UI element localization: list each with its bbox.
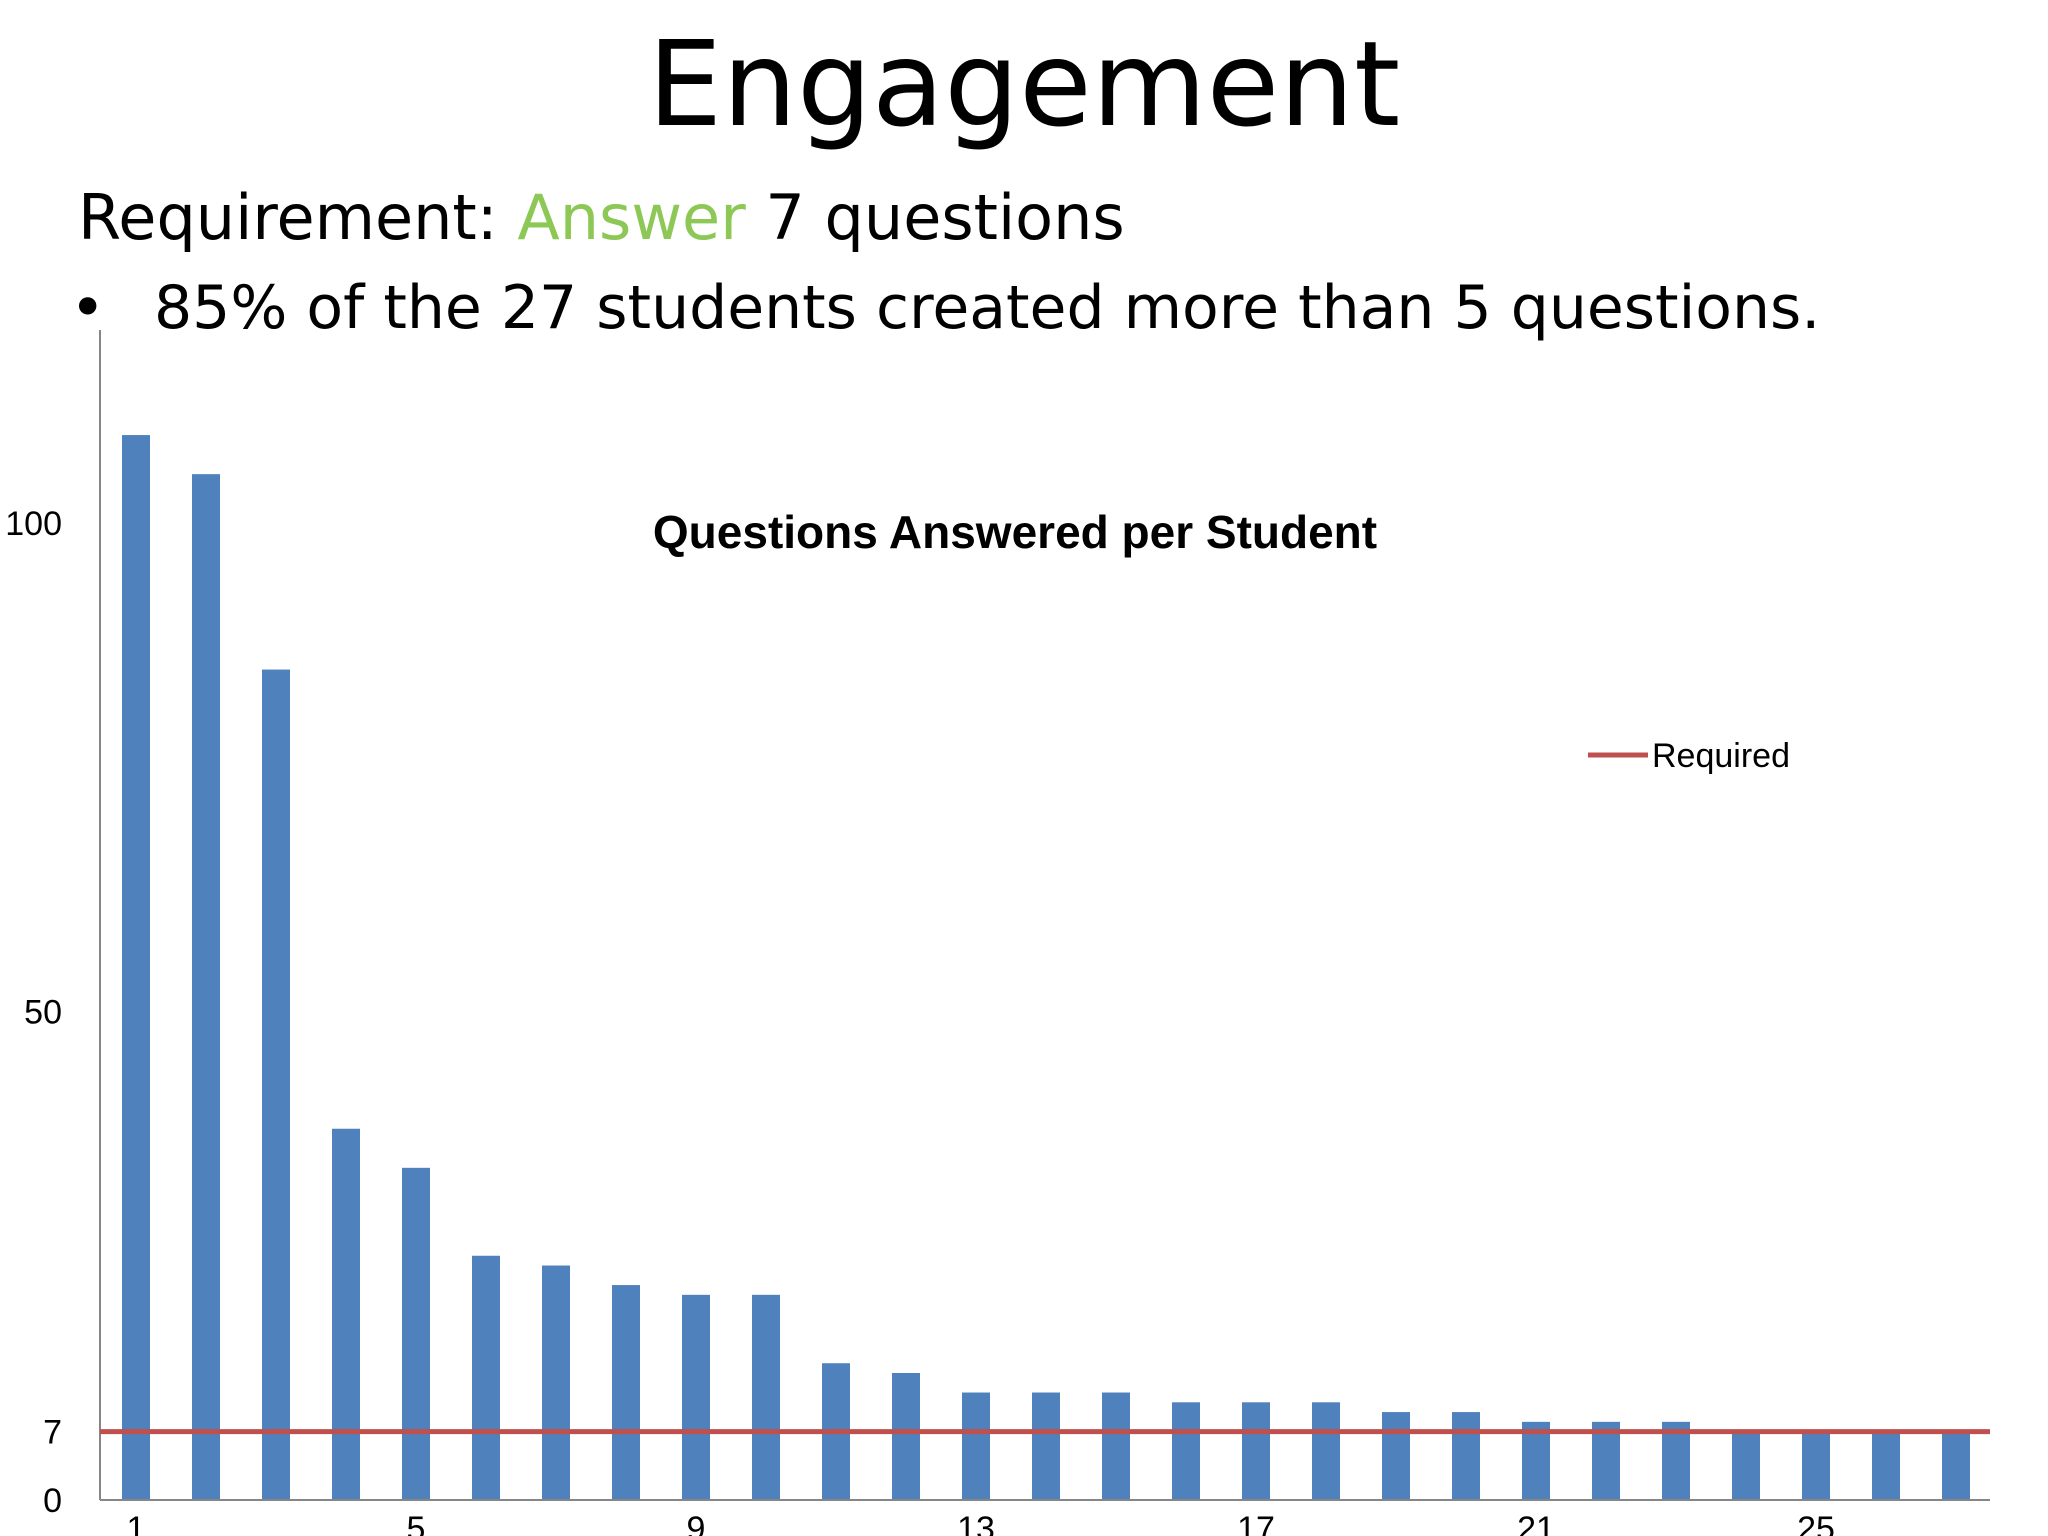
bar-student-14 bbox=[1032, 1392, 1060, 1500]
y-tick-label: 100 bbox=[5, 505, 62, 543]
bar-student-23 bbox=[1662, 1421, 1690, 1500]
x-tick-label: 1 bbox=[127, 1510, 146, 1536]
requirement-prefix: Requirement: bbox=[78, 181, 518, 254]
bar-student-19 bbox=[1382, 1412, 1410, 1500]
requirement-suffix: 7 questions bbox=[745, 181, 1125, 254]
bar-student-27 bbox=[1942, 1431, 1970, 1500]
bar-student-24 bbox=[1732, 1431, 1760, 1500]
bar-student-8 bbox=[612, 1285, 640, 1500]
bar-student-1 bbox=[122, 435, 150, 1500]
x-tick-label: 13 bbox=[957, 1510, 995, 1536]
bar-student-12 bbox=[892, 1372, 920, 1500]
y-tick-labels: 0 7 50 100 bbox=[5, 505, 62, 1520]
bar-student-7 bbox=[542, 1265, 570, 1500]
x-tick-label: 5 bbox=[407, 1510, 426, 1536]
legend: Required bbox=[1588, 737, 1790, 775]
bullet-text: 85% of the 27 students created more than… bbox=[154, 273, 1821, 343]
y-tick-label: 7 bbox=[43, 1414, 62, 1452]
y-tick-label: 0 bbox=[43, 1482, 62, 1520]
requirement-line: Requirement: Answer 7 questions bbox=[78, 178, 1125, 258]
requirement-highlight: Answer bbox=[517, 181, 746, 254]
bar-student-10 bbox=[752, 1294, 780, 1500]
bullet-item: • 85% of the 27 students created more tha… bbox=[70, 268, 1820, 348]
x-tick-label: 21 bbox=[1517, 1510, 1555, 1536]
bar-student-21 bbox=[1522, 1421, 1550, 1500]
bar-student-3 bbox=[262, 669, 290, 1500]
bar-student-15 bbox=[1102, 1392, 1130, 1500]
x-tick-label: 17 bbox=[1237, 1510, 1275, 1536]
bar-student-22 bbox=[1592, 1421, 1620, 1500]
bar-student-20 bbox=[1452, 1412, 1480, 1500]
bar-student-26 bbox=[1872, 1431, 1900, 1500]
bar-student-9 bbox=[682, 1294, 710, 1500]
bars-group bbox=[122, 435, 1970, 1500]
bar-student-18 bbox=[1312, 1402, 1340, 1500]
slide-title: Engagement bbox=[647, 15, 1401, 153]
bar-student-17 bbox=[1242, 1402, 1270, 1500]
bar-student-4 bbox=[332, 1128, 360, 1500]
x-tick-label: 25 bbox=[1797, 1510, 1835, 1536]
bar-student-6 bbox=[472, 1255, 500, 1500]
bar-student-25 bbox=[1802, 1431, 1830, 1500]
legend-label-required: Required bbox=[1652, 737, 1790, 775]
bar-student-2 bbox=[192, 474, 220, 1500]
bar-student-5 bbox=[402, 1167, 430, 1500]
chart-title: Questions Answered per Student bbox=[653, 506, 1377, 558]
x-tick-labels: 1 5 9 13 17 21 25 bbox=[127, 1510, 1835, 1536]
x-tick-label: 9 bbox=[687, 1510, 706, 1536]
bar-student-13 bbox=[962, 1392, 990, 1500]
y-tick-label: 50 bbox=[24, 994, 62, 1032]
bar-student-16 bbox=[1172, 1402, 1200, 1500]
